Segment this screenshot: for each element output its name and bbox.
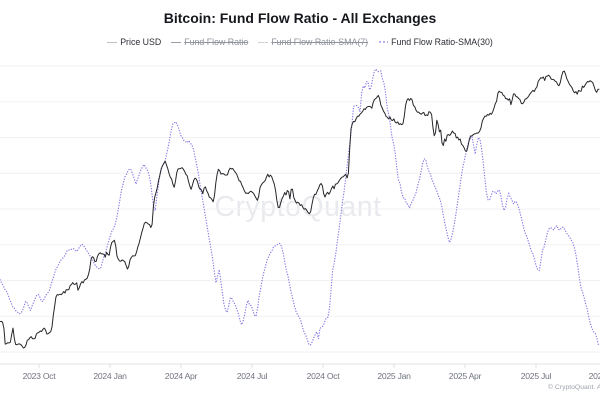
svg-text:2024 Apr: 2024 Apr [165,371,198,381]
svg-text:2025 Jan: 2025 Jan [377,371,411,381]
svg-text:2024 Jul: 2024 Jul [237,371,268,381]
svg-text:2023 Oct: 2023 Oct [23,371,57,381]
svg-text:2024 Oct: 2024 Oct [307,371,341,381]
svg-text:2025 Oct: 2025 Oct [589,371,600,381]
svg-text:2025 Apr: 2025 Apr [449,371,482,381]
svg-text:2025 Jul: 2025 Jul [521,371,552,381]
svg-text:2024 Jan: 2024 Jan [93,371,127,381]
